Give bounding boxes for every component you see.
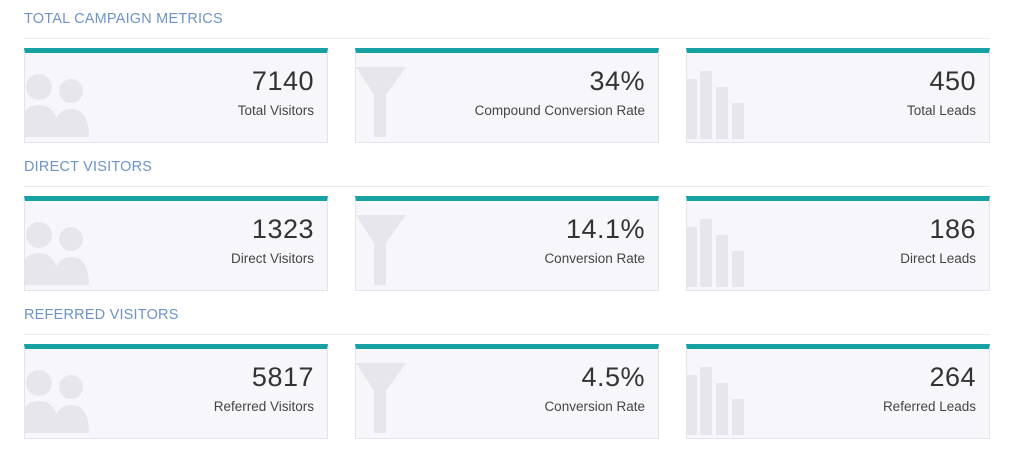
metric-value: 34%: [589, 66, 645, 96]
users-icon: [25, 222, 89, 285]
metric-value: 186: [929, 214, 976, 244]
metric-label: Total Visitors: [237, 103, 314, 118]
metric-card-direct-conversion-rate: 14.1% Conversion Rate: [355, 196, 659, 291]
funnel-icon: [356, 215, 406, 285]
users-icon: [25, 74, 89, 137]
section-direct-visitors: DIRECT VISITORS 1323 Direct Visitors 14.…: [0, 148, 1024, 296]
metric-card-direct-visitors: 1323 Direct Visitors: [24, 196, 328, 291]
metric-label: Total Leads: [906, 103, 976, 118]
metric-value: 5817: [251, 362, 314, 392]
metric-value: 4.5%: [581, 362, 645, 392]
section-divider: [24, 186, 990, 187]
metric-card-referred-leads: 264 Referred Leads: [686, 344, 990, 439]
metric-label: Referred Visitors: [213, 399, 314, 414]
metric-label: Compound Conversion Rate: [474, 103, 645, 118]
metric-card-direct-leads: 186 Direct Leads: [686, 196, 990, 291]
funnel-icon: [356, 67, 406, 137]
section-divider: [24, 334, 990, 335]
metric-label: Conversion Rate: [544, 399, 645, 414]
bar-chart-icon: [687, 71, 744, 139]
metric-card-compound-conversion-rate: 34% Compound Conversion Rate: [355, 48, 659, 143]
metric-label: Conversion Rate: [544, 251, 645, 266]
funnel-icon: [356, 363, 406, 433]
section-divider: [24, 38, 990, 39]
metric-card-referred-conversion-rate: 4.5% Conversion Rate: [355, 344, 659, 439]
users-icon: [25, 370, 89, 433]
metric-value: 7140: [251, 66, 314, 96]
bar-chart-icon: [687, 367, 744, 435]
metric-value: 450: [929, 66, 976, 96]
metric-label: Referred Leads: [882, 399, 976, 414]
metric-card-total-leads: 450 Total Leads: [686, 48, 990, 143]
section-referred-visitors: REFERRED VISITORS 5817 Referred Visitors…: [0, 296, 1024, 446]
metric-value: 264: [929, 362, 976, 392]
metric-label: Direct Leads: [900, 251, 976, 266]
section-title: TOTAL CAMPAIGN METRICS: [24, 11, 223, 27]
section-title: DIRECT VISITORS: [24, 159, 153, 175]
metric-value: 14.1%: [565, 214, 645, 244]
metric-label: Direct Visitors: [230, 251, 314, 266]
metric-card-referred-visitors: 5817 Referred Visitors: [24, 344, 328, 439]
metric-value: 1323: [251, 214, 314, 244]
metric-card-total-visitors: 7140 Total Visitors: [24, 48, 328, 143]
section-total-campaign-metrics: TOTAL CAMPAIGN METRICS 7140 Total Visito…: [0, 0, 1024, 148]
bar-chart-icon: [687, 219, 744, 287]
section-title: REFERRED VISITORS: [24, 307, 179, 323]
